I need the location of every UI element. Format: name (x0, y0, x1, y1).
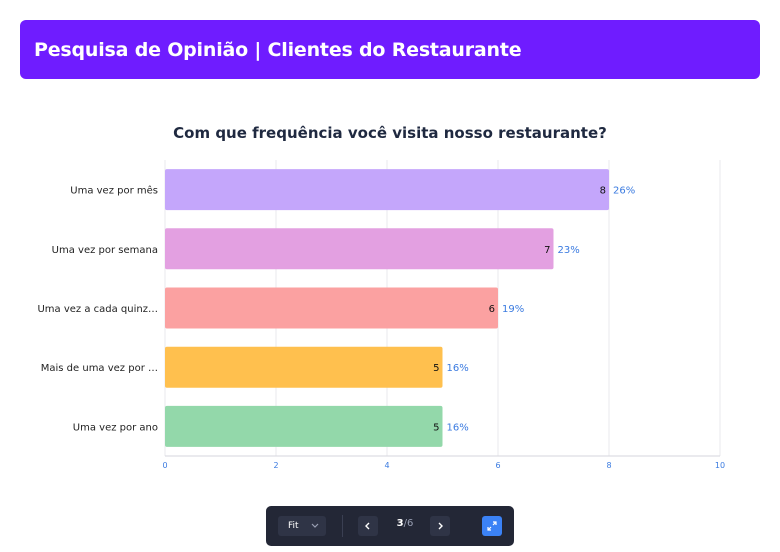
value-label: 8 (600, 186, 606, 197)
chevron-right-icon (438, 522, 443, 530)
x-tick-label: 2 (273, 461, 278, 470)
current-page: 3 (396, 518, 404, 529)
value-label: 5 (433, 422, 439, 433)
chevron-left-icon (365, 522, 370, 530)
category-label: Uma vez por ano (73, 422, 158, 433)
page-title: Pesquisa de Opinião | Clientes do Restau… (34, 38, 522, 61)
category-label: Uma vez a cada quinz… (37, 304, 158, 315)
fit-select[interactable]: Fit (278, 516, 326, 536)
bar-chart: 0 2 4 6 8 10 Uma vez por mês 8 26% Uma vez por se… (37, 160, 725, 470)
toolbar-divider (342, 515, 343, 537)
x-tick-label: 6 (495, 461, 500, 470)
category-label: Uma vez por mês (70, 185, 158, 197)
expand-icon (487, 521, 497, 531)
percent-label: 19% (502, 304, 524, 315)
bar (165, 405, 443, 447)
bar (165, 287, 498, 329)
percent-label: 23% (558, 245, 580, 256)
bar (165, 346, 443, 388)
chart-title: Com que frequência você visita nosso res… (173, 124, 607, 142)
value-label: 6 (489, 304, 495, 315)
bar (165, 169, 609, 211)
next-page-button[interactable] (430, 516, 450, 536)
x-tick-label: 10 (715, 461, 725, 470)
previous-page-button[interactable] (358, 516, 378, 536)
header-bar: Pesquisa de Opinião | Clientes do Restau… (20, 20, 760, 79)
percent-label: 16% (447, 422, 469, 433)
category-label: Mais de uma vez por … (41, 363, 158, 374)
fullscreen-button[interactable] (482, 516, 502, 536)
percent-label: 16% (447, 363, 469, 374)
value-label: 5 (433, 363, 439, 374)
bar (165, 228, 554, 270)
x-tick-label: 4 (384, 461, 389, 470)
presentation-toolbar: Fit 3/6 (266, 506, 514, 546)
x-tick-label: 0 (162, 461, 167, 470)
x-tick-label: 8 (606, 461, 611, 470)
page-indicator: 3/6 (392, 518, 418, 529)
percent-label: 26% (613, 186, 635, 197)
page-separator: / (403, 518, 407, 529)
total-pages: 6 (406, 518, 414, 529)
category-label: Uma vez por semana (52, 245, 158, 256)
value-label: 7 (544, 245, 550, 256)
fit-select-label: Fit (288, 521, 299, 531)
chevron-down-icon (310, 519, 320, 536)
